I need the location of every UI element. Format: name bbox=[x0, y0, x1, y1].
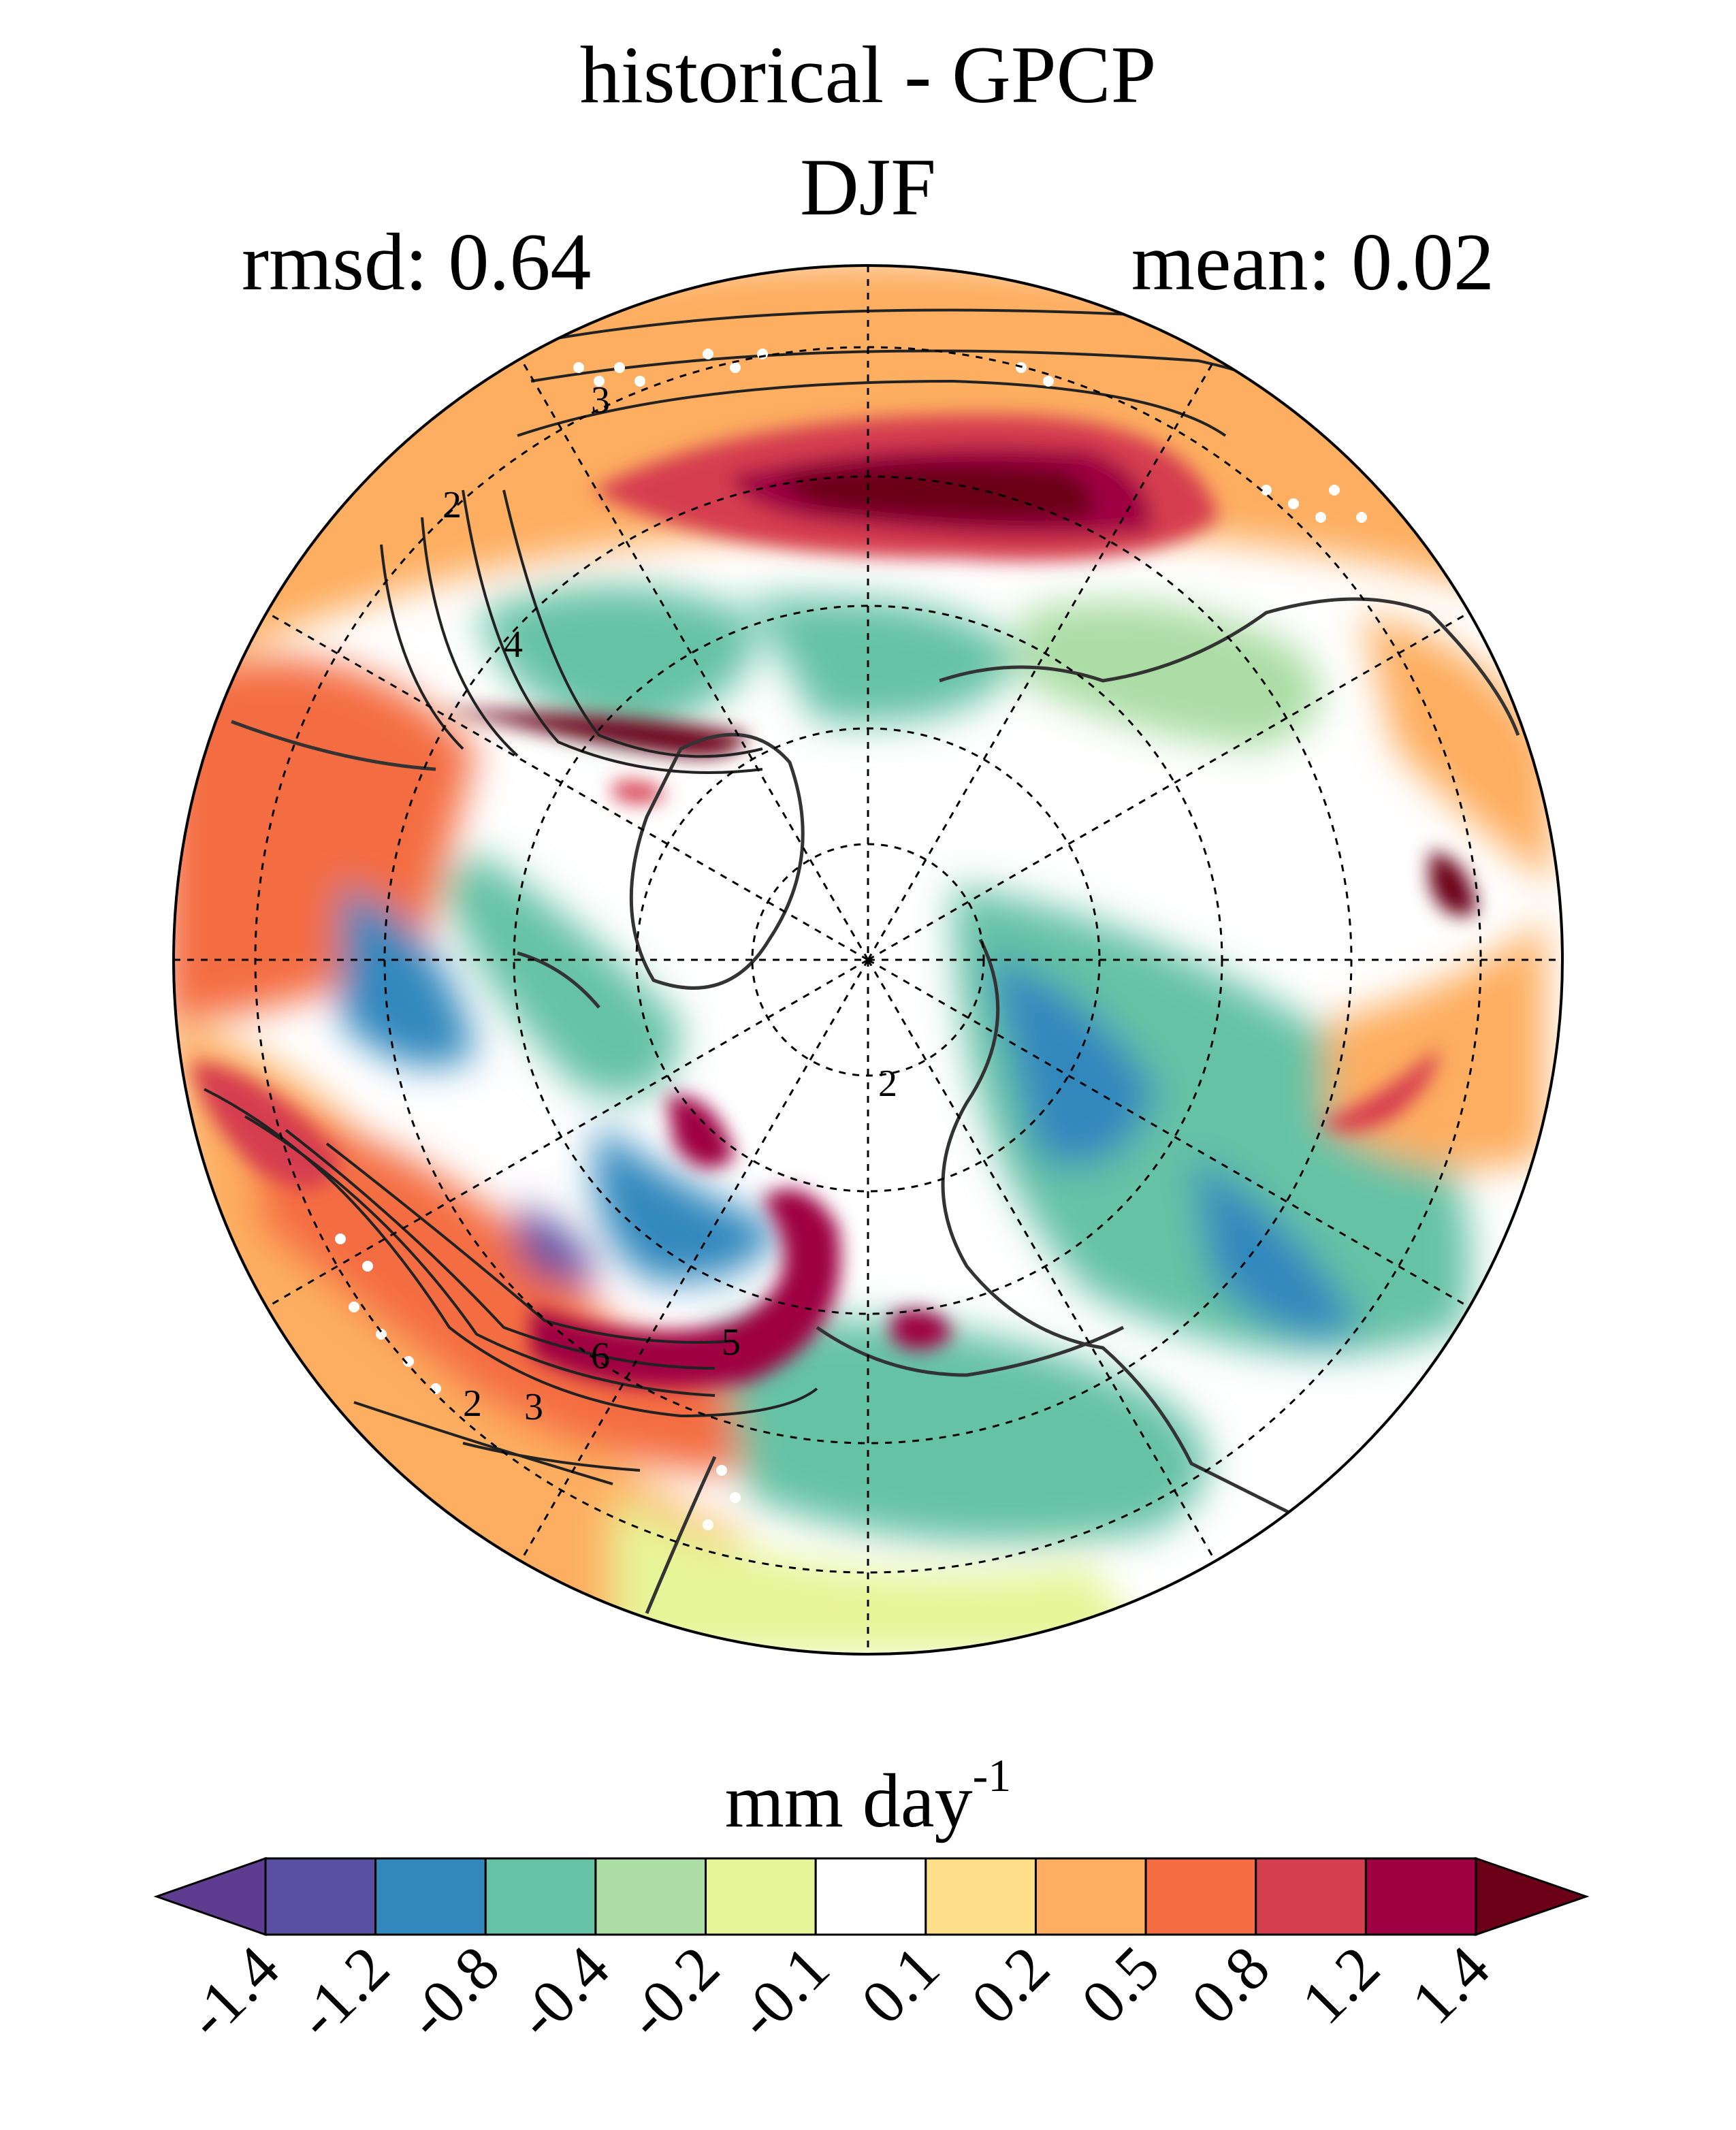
stippling-dots bbox=[335, 349, 1367, 1530]
contour-label: 2 bbox=[878, 1063, 897, 1105]
colorbar-box bbox=[814, 1857, 927, 1936]
contour-label: 3 bbox=[524, 1386, 543, 1428]
contour-label: 2 bbox=[463, 1383, 482, 1425]
contour-label: 6 bbox=[591, 1335, 610, 1377]
units-base: mm day bbox=[724, 1759, 973, 1843]
contour-label: 2 bbox=[443, 484, 462, 526]
colorbar-tick-label: -0.2 bbox=[613, 1933, 733, 2052]
rmsd-label: rmsd: 0.64 bbox=[242, 216, 592, 307]
colorbar-box bbox=[484, 1857, 597, 1936]
colorbar-box bbox=[925, 1857, 1037, 1936]
colorbar-tick-label: 1.2 bbox=[1288, 1933, 1392, 2037]
colorbar-box bbox=[1255, 1857, 1367, 1936]
colorbar-extend-high bbox=[1475, 1856, 1590, 1937]
colorbar-tick-label: -0.8 bbox=[393, 1933, 512, 2052]
mean-label: mean: 0.02 bbox=[1131, 216, 1494, 307]
colorbar-box bbox=[594, 1857, 707, 1936]
colorbar-tick-label: 0.2 bbox=[958, 1933, 1062, 2037]
colorbar-box bbox=[1144, 1857, 1257, 1936]
season-label: DJF bbox=[799, 142, 937, 232]
colorbar-tick-label: 0.5 bbox=[1068, 1933, 1172, 2037]
colorbar-tick-label: -0.4 bbox=[503, 1933, 622, 2052]
contour-label: 4 bbox=[504, 624, 523, 666]
colorbar-box bbox=[1364, 1857, 1477, 1936]
map-boundary bbox=[172, 264, 1564, 1656]
colorbar-box bbox=[264, 1857, 377, 1936]
colorbar-tick-label: -1.2 bbox=[283, 1933, 402, 2052]
colorbar-tick-label: -0.1 bbox=[723, 1933, 842, 2052]
colorbar-tick-label: 0.1 bbox=[848, 1933, 952, 2037]
contour-label: 5 bbox=[722, 1321, 741, 1363]
contour-label: 3 bbox=[591, 379, 610, 421]
map-field bbox=[174, 265, 1562, 1654]
polar-map: 3 2 4 2 6 5 3 2 bbox=[172, 264, 1564, 1656]
colorbar-units: mm day-1 bbox=[0, 1752, 1736, 1839]
colorbar-extend-low bbox=[153, 1856, 267, 1937]
contour-label-group: 3 2 4 2 6 5 3 2 bbox=[443, 379, 897, 1428]
colorbar-tick-label: 0.8 bbox=[1178, 1933, 1282, 2037]
colorbar-box bbox=[1034, 1857, 1147, 1936]
colorbar-tick-label: -1.4 bbox=[173, 1933, 292, 2052]
colorbar-ticks: -1.4-1.2-0.8-0.4-0.2-0.1 0.1 0.2 0.5 0.8 1.2 1… bbox=[173, 1933, 1502, 2052]
figure-title: historical - GPCP bbox=[579, 29, 1157, 120]
precip-anomaly-extremes bbox=[191, 415, 1477, 1388]
coastlines bbox=[231, 597, 1520, 1614]
colorbar-box bbox=[374, 1857, 487, 1936]
colorbar-boxes bbox=[153, 1856, 1590, 1937]
units-exponent: -1 bbox=[972, 1749, 1012, 1801]
colorbar-box bbox=[705, 1857, 817, 1936]
graticule bbox=[174, 265, 1562, 1654]
colorbar-tick-label: 1.4 bbox=[1398, 1933, 1502, 2037]
